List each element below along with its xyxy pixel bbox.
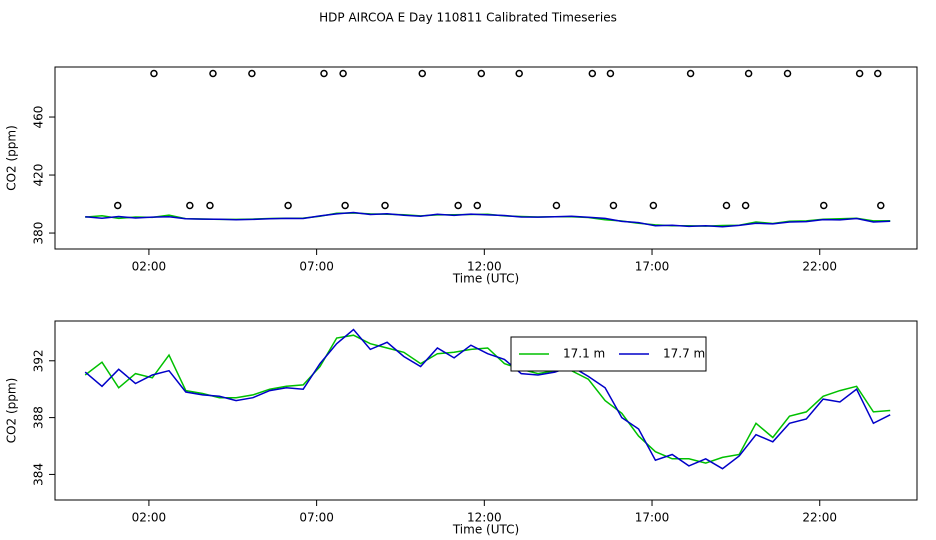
calibration-point (284, 201, 292, 210)
calibration-point (113, 201, 122, 210)
y-tick-label: 380 (32, 222, 46, 245)
calibration-point (186, 201, 194, 210)
calibration-point (206, 201, 214, 210)
x-tick-label: 02:00 (132, 260, 167, 274)
calibration-point (248, 69, 256, 78)
calibration-point (454, 201, 462, 210)
calibration-point (783, 69, 792, 78)
calibration-point (741, 201, 750, 210)
x-tick-label: 17:00 (635, 511, 670, 525)
y-tick-label: 460 (32, 106, 46, 129)
calibration-point (820, 201, 828, 210)
calibration-point (609, 201, 618, 210)
x-tick-label: 02:00 (132, 511, 167, 525)
calibration-point (877, 201, 885, 210)
calibration-point (649, 201, 658, 210)
calibration-point (209, 69, 217, 78)
y-tick-label: 388 (32, 406, 46, 429)
calibration-point (855, 69, 864, 78)
y-tick-label: 392 (32, 349, 46, 372)
legend-label: 17.1 m (563, 347, 605, 361)
plot-frame (54, 320, 918, 501)
y-axis-label: CO2 (ppm) (5, 125, 19, 191)
calibration-point (722, 201, 731, 210)
series-line (84, 328, 891, 470)
calibration-point (381, 201, 389, 210)
calibration-point (339, 69, 347, 78)
page-title: HDP AIRCOA E Day 110811 Calibrated Times… (319, 11, 617, 25)
calibration-point (588, 69, 597, 78)
series-line (85, 211, 891, 228)
x-tick-label: 07:00 (299, 260, 334, 274)
x-tick-label: 07:00 (299, 511, 334, 525)
y-tick-label: 384 (32, 463, 46, 486)
x-tick-label: 12:00 (467, 511, 502, 525)
calibration-point (341, 201, 349, 210)
calibration-point (473, 201, 482, 210)
x-tick-label: 12:00 (467, 260, 502, 274)
calibration-point (744, 69, 753, 78)
y-tick-label: 420 (32, 164, 46, 187)
x-tick-label: 22:00 (802, 511, 837, 525)
x-tick-label: 22:00 (802, 260, 837, 274)
x-tick-label: 17:00 (635, 260, 670, 274)
calibration-point (320, 69, 328, 78)
calibration-point (477, 69, 486, 78)
x-axis-label: Time (UTC) (452, 272, 519, 286)
legend-label: 17.7 m (663, 347, 705, 361)
calibration-point (874, 69, 882, 78)
calibration-point (418, 69, 427, 78)
calibration-point (150, 69, 158, 78)
series-line (84, 334, 891, 464)
calibration-point (515, 69, 523, 78)
calibration-point (552, 201, 561, 210)
calibration-point (606, 69, 615, 78)
calibration-point (686, 69, 695, 78)
plot-frame (54, 66, 918, 250)
y-axis-label: CO2 (ppm) (5, 378, 19, 444)
x-axis-label: Time (UTC) (452, 523, 519, 537)
